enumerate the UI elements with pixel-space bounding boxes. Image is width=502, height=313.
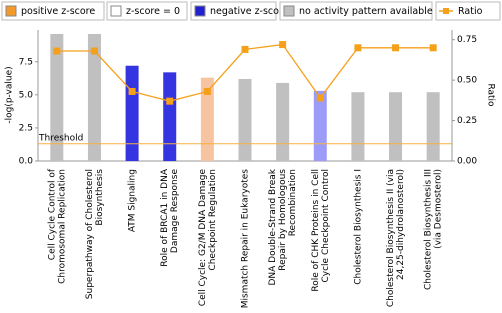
legend-label: no activity pattern available — [299, 6, 433, 17]
x-tick-label: 24,25-dihydrolanosterol) — [396, 169, 406, 280]
y-axis-label: -log(p-value) — [5, 66, 15, 123]
x-tick-label: (via Desmosterol) — [434, 169, 444, 249]
x-tick-label: Checkpoint Regulation — [208, 169, 218, 271]
bar — [87, 33, 101, 161]
legend-item-frame — [279, 1, 433, 21]
x-tick-label: Cycle Checkpoint Control — [321, 169, 331, 283]
x-tick-label: Damage Response — [170, 169, 180, 254]
ratio-marker — [316, 94, 324, 102]
ratio-marker — [128, 87, 136, 95]
x-tick-label: Superpathway of Cholesterol — [85, 169, 95, 299]
bar — [276, 82, 290, 161]
ratio-marker — [203, 87, 211, 95]
ratio-marker — [90, 47, 98, 55]
x-tick-label: Cell Cycle: G2/M DNA Damage — [198, 169, 208, 307]
legend-swatch — [283, 5, 295, 17]
y2-tick-label: 0.75 — [457, 35, 477, 45]
ratio-marker — [53, 47, 61, 55]
y-tick-label: 0.0 — [19, 157, 34, 167]
y-tick-label: 2.5 — [19, 123, 33, 133]
ratio-marker — [354, 44, 362, 52]
x-tick-label: Cholesterol Biosynthesis I — [353, 169, 363, 285]
bar — [389, 92, 403, 161]
bar — [426, 92, 440, 161]
bar — [125, 65, 139, 161]
y2-tick-label: 0.00 — [457, 157, 477, 167]
y-tick-label: 7.5 — [19, 57, 33, 67]
y2-axis-label: Ratio — [486, 83, 496, 107]
ratio-marker — [392, 44, 400, 52]
legend-marker — [443, 8, 449, 14]
x-tick-label: Recombination — [288, 169, 298, 236]
bar — [200, 77, 214, 161]
y-tick-label: 5.0 — [19, 90, 34, 100]
legend-label: z-score = 0 — [126, 6, 180, 17]
legend-label: positive z-score — [21, 6, 95, 17]
threshold-label: Threshold — [38, 133, 83, 143]
legend-item-frame — [190, 1, 277, 21]
bar — [50, 33, 64, 161]
bar — [351, 92, 365, 161]
legend-label: negative z-score — [210, 6, 289, 17]
legend-swatch — [110, 5, 122, 17]
legend-label: Ratio — [458, 6, 483, 17]
x-tick-label: DNA Double-Strand Break — [268, 168, 278, 285]
ratio-marker — [429, 44, 437, 52]
x-tick-label: Cell Cycle Control of — [47, 168, 57, 260]
legend-item-frame — [106, 1, 188, 21]
x-tick-label: Mismatch Repair in Eukaryotes — [241, 169, 251, 309]
x-tick-label: Chromosomal Replication — [57, 169, 67, 284]
x-tick-label: Repair by Homologous — [278, 169, 288, 271]
bar — [163, 72, 177, 161]
x-tick-label: Role of CHK Proteins in Cell — [311, 169, 321, 292]
x-tick-label: Cholesterol Biosynthesis III — [424, 169, 434, 290]
y2-tick-label: 0.25 — [457, 116, 477, 126]
x-tick-label: Biosynthesis — [95, 169, 105, 226]
x-tick-label: Role of BRCA1 in DNA — [160, 168, 170, 267]
ratio-marker — [241, 45, 249, 53]
legend-item-frame — [1, 1, 105, 21]
legend-item-frame — [435, 1, 501, 21]
x-tick-label: ATM Signaling — [128, 169, 138, 232]
ratio-marker — [166, 97, 174, 105]
bar — [238, 78, 252, 161]
x-tick-label: Cholesterol Biosynthesis II (via — [386, 169, 396, 307]
y2-tick-label: 0.50 — [457, 76, 477, 86]
legend-swatch — [5, 5, 17, 17]
legend: positive z-score z-score = 0 negative z-sc… — [1, 1, 501, 21]
legend-swatch — [194, 5, 206, 17]
ratio-marker — [279, 41, 287, 49]
